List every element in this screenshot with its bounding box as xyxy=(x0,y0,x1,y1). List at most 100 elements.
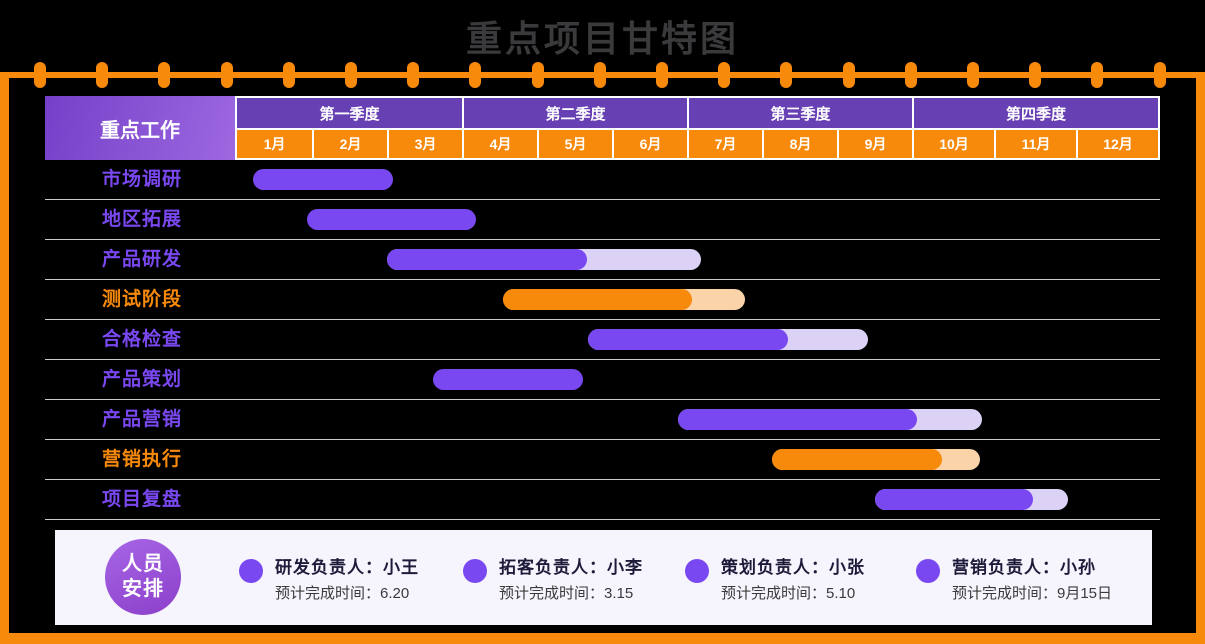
page-title: 重点项目甘特图 xyxy=(465,18,739,59)
gantt-bar-solid xyxy=(307,209,477,230)
staff-badge-line1: 人员 xyxy=(122,553,164,575)
gantt-bar-solid xyxy=(252,169,393,190)
binder-staple-icon xyxy=(407,62,420,88)
binder-staple-icon xyxy=(96,62,109,88)
header-corner-cell: 重点工作 xyxy=(45,96,235,160)
gantt-row: 产品营销 xyxy=(45,400,1160,440)
quarter-cell: 第四季度 xyxy=(912,98,1158,128)
month-cell: 8月 xyxy=(762,130,837,158)
binder-staple-icon xyxy=(1091,62,1104,88)
staff-panel: 人员 安排 研发负责人：小王 预计完成时间：6.20 拓客负责人：小李 预计完成时间：… xyxy=(55,530,1152,625)
gantt-row: 测试阶段 xyxy=(45,280,1160,320)
month-cell: 10月 xyxy=(912,130,994,158)
gantt-bar-solid xyxy=(587,329,789,350)
month-cell: 7月 xyxy=(687,130,762,158)
month-row: 1月 2月 3月 4月 5月 6月 7月 8月 9月 10月 11月 12月 xyxy=(237,128,1158,158)
legend-item: 研发负责人：小王 预计完成时间：6.20 xyxy=(239,556,419,605)
legend-eta: 预计完成时间：9月15日 xyxy=(952,585,1113,602)
legend-role: 营销负责人：小孙 xyxy=(952,558,1096,577)
legend-text: 营销负责人：小孙 预计完成时间：9月15日 xyxy=(952,556,1112,605)
gantt-row: 合格检查 xyxy=(45,320,1160,360)
binder-staple-icon xyxy=(345,62,357,88)
gantt-header: 重点工作 第一季度 第二季度 第三季度 第四季度 1月 2月 3月 4月 5月 6月 7月 8月 9月… xyxy=(45,96,1160,160)
month-cell: 5月 xyxy=(537,130,612,158)
gantt-bar-solid xyxy=(772,449,943,470)
binder-staple-icon xyxy=(469,62,482,88)
task-label: 营销执行 xyxy=(102,449,183,470)
gantt-bar-track xyxy=(237,240,1160,280)
staff-badge-line2: 安排 xyxy=(122,578,164,600)
binder-staple-icon xyxy=(842,62,855,88)
binder-staple-icon xyxy=(1153,62,1166,88)
legend-text: 研发负责人：小王 预计完成时间：6.20 xyxy=(275,556,419,605)
gantt-row: 市场调研 xyxy=(45,160,1160,200)
legend-item: 营销负责人：小孙 预计完成时间：9月15日 xyxy=(916,556,1112,605)
legend-eta: 预计完成时间：3.15 xyxy=(499,585,634,602)
task-label: 产品策划 xyxy=(102,369,183,390)
binder-staple-icon xyxy=(593,62,606,88)
task-label: 市场调研 xyxy=(102,169,183,190)
legend-bullet-icon xyxy=(916,559,940,583)
month-cell: 4月 xyxy=(462,130,537,158)
binder-staple-icon xyxy=(158,62,171,88)
binder-staple-icon xyxy=(904,62,917,88)
gantt-rows: 市场调研地区拓展产品研发测试阶段合格检查产品策划产品营销营销执行项目复盘 xyxy=(45,160,1160,520)
legend-bullet-icon xyxy=(463,559,487,583)
gantt-bar-solid xyxy=(502,289,693,310)
quarter-cell: 第一季度 xyxy=(237,98,462,128)
task-label: 合格检查 xyxy=(102,329,183,350)
frame-left-border xyxy=(0,72,9,644)
legend-item: 拓客负责人：小李 预计完成时间：3.15 xyxy=(463,556,643,605)
gantt-row: 营销执行 xyxy=(45,440,1160,480)
gantt-bar-track xyxy=(237,360,1160,400)
gantt-row: 项目复盘 xyxy=(45,480,1160,520)
month-cell: 11月 xyxy=(994,130,1076,158)
month-cell: 9月 xyxy=(837,130,912,158)
legend-role: 研发负责人：小王 xyxy=(275,558,419,577)
gantt-row: 产品研发 xyxy=(45,240,1160,280)
month-cell: 2月 xyxy=(312,130,387,158)
month-cell: 12月 xyxy=(1076,130,1158,158)
task-label: 测试阶段 xyxy=(102,289,183,310)
month-cell: 3月 xyxy=(387,130,462,158)
gantt-bar-track xyxy=(237,320,1160,360)
frame-right-border xyxy=(1196,72,1205,644)
quarter-cell: 第三季度 xyxy=(687,98,912,128)
task-label: 地区拓展 xyxy=(102,209,183,230)
legend-bullet-icon xyxy=(239,559,263,583)
legend-eta: 预计完成时间：6.20 xyxy=(275,585,410,602)
binder-staple-icon xyxy=(220,62,233,88)
staff-badge: 人员 安排 xyxy=(105,539,181,615)
binder-staple-icon xyxy=(531,62,544,88)
legend-role: 策划负责人：小张 xyxy=(721,558,865,577)
frame-bottom-border xyxy=(0,633,1205,644)
legend-item: 策划负责人：小张 预计完成时间：5.10 xyxy=(685,556,865,605)
header-timeline: 第一季度 第二季度 第三季度 第四季度 1月 2月 3月 4月 5月 6月 7月 8月 9月 10月 11… xyxy=(235,96,1160,160)
task-label: 产品营销 xyxy=(102,409,183,430)
legend-role: 拓客负责人：小李 xyxy=(499,558,643,577)
gantt-bar-solid xyxy=(432,369,584,390)
binder-staple-icon xyxy=(1029,62,1042,88)
binder-staple-icon xyxy=(967,62,979,88)
binder-staple-icon xyxy=(34,62,46,88)
gantt-bar-track xyxy=(237,200,1160,240)
binder-staple-icon xyxy=(780,62,793,88)
legend-bullet-icon xyxy=(685,559,709,583)
task-label: 项目复盘 xyxy=(102,489,183,510)
quarter-cell: 第二季度 xyxy=(462,98,687,128)
binder-staple-icon xyxy=(718,62,731,88)
binder-staple-icon xyxy=(656,62,668,88)
gantt-row: 地区拓展 xyxy=(45,200,1160,240)
gantt-bar-track xyxy=(237,160,1160,200)
gantt-bar-track xyxy=(237,480,1160,520)
gantt-bar-solid xyxy=(387,249,587,270)
month-cell: 6月 xyxy=(612,130,687,158)
gantt-bar-track xyxy=(237,280,1160,320)
binder-staple-icon xyxy=(282,62,295,88)
task-label: 产品研发 xyxy=(102,249,183,270)
legend-eta: 预计完成时间：5.10 xyxy=(721,585,856,602)
month-cell: 1月 xyxy=(237,130,312,158)
quarter-row: 第一季度 第二季度 第三季度 第四季度 xyxy=(237,98,1158,128)
gantt-bar-track xyxy=(237,400,1160,440)
